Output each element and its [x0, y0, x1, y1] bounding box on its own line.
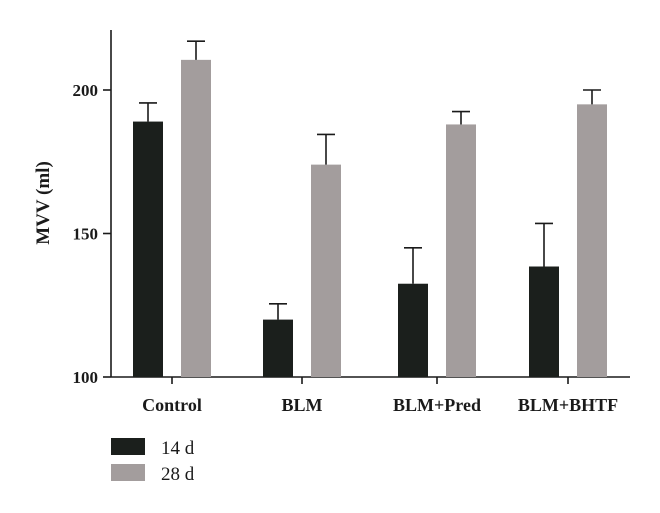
- bar: [577, 104, 607, 377]
- bars: [133, 59, 607, 378]
- error-bars: [139, 40, 601, 320]
- y-tick-label: 100: [73, 368, 99, 387]
- legend-swatch: [111, 464, 145, 481]
- y-ticks: 100 150 200: [73, 81, 111, 387]
- x-tick-label: BLM+BHTF: [518, 395, 618, 415]
- x-tick-label: BLM+Pred: [393, 395, 481, 415]
- y-tick-label: 150: [73, 225, 99, 244]
- x-tick-label: BLM: [281, 395, 322, 415]
- legend-label: 28 d: [161, 464, 195, 485]
- bar: [446, 124, 476, 377]
- legend-swatch: [111, 438, 145, 455]
- y-axis-title: MVV (ml): [33, 161, 54, 245]
- x-ticks: Control BLM BLM+Pred BLM+BHTF: [142, 377, 618, 415]
- legend: 14 d 28 d: [111, 438, 195, 485]
- bar: [133, 121, 163, 377]
- legend-label: 14 d: [161, 438, 195, 459]
- bar: [311, 164, 341, 377]
- bar: [181, 59, 211, 378]
- x-tick-label: Control: [142, 395, 202, 415]
- bar: [529, 266, 559, 377]
- y-tick-label: 200: [73, 81, 99, 100]
- bar: [263, 319, 293, 377]
- bar: [398, 283, 428, 377]
